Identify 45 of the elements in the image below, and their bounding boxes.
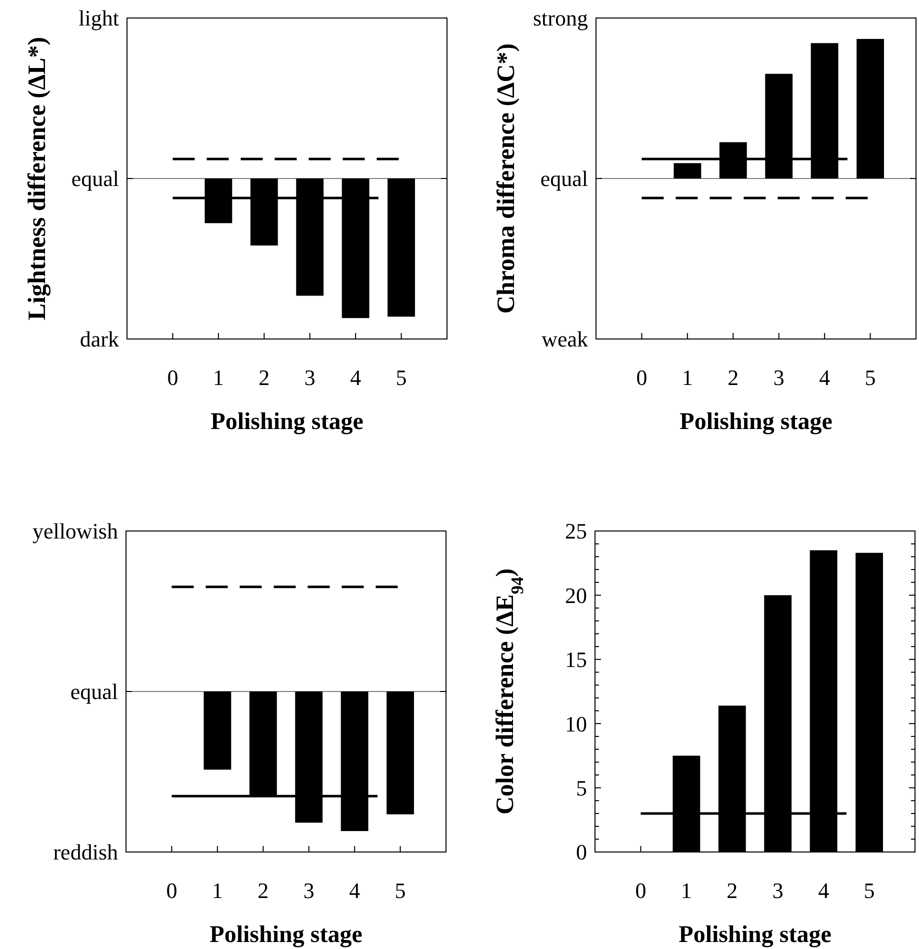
y-axis-title: Chroma difference (ΔC*): [493, 43, 520, 314]
x-tick-label: 2: [728, 365, 739, 390]
text: light: [78, 6, 119, 31]
text: strong: [533, 6, 588, 31]
x-tick-label: 5: [394, 878, 406, 903]
x-tick-label: 1: [212, 878, 223, 903]
x-tick-label: 4: [818, 878, 830, 903]
x-tick-label: 3: [304, 365, 316, 390]
y-tick-label: 5: [576, 776, 587, 800]
y-tick-label: 20: [565, 582, 587, 608]
x-axis-title: Polishing stage: [678, 922, 832, 948]
x-tick-label: 4: [349, 878, 360, 903]
x-tick-label: 0: [166, 878, 178, 903]
x-tick-label: 5: [864, 878, 875, 903]
text: yellowish: [32, 518, 118, 544]
x-tick-label: 4: [819, 365, 830, 390]
x-tick-label: 2: [258, 878, 269, 903]
y-tick-label: 15: [565, 647, 587, 672]
text: equal: [540, 166, 588, 192]
x-tick-label: 2: [726, 878, 738, 903]
text: reddish: [53, 840, 118, 865]
x-tick-label: 3: [773, 365, 784, 390]
x-tick-label: 4: [350, 365, 362, 390]
text: dark: [80, 326, 119, 352]
y-tick-label: 25: [565, 518, 587, 544]
x-axis-title: Polishing stage: [210, 409, 364, 435]
x-tick-label: 5: [396, 365, 407, 390]
x-tick-label: 1: [682, 365, 693, 390]
x-tick-label: 0: [635, 878, 646, 903]
x-tick-label: 3: [772, 878, 784, 903]
x-axis-title: Polishing stage: [210, 922, 363, 948]
text: equal: [71, 166, 119, 192]
text: weak: [542, 326, 588, 352]
x-tick-label: 1: [680, 878, 692, 903]
x-tick-label: 0: [167, 365, 178, 390]
y-axis-title: Lightness difference (ΔL*): [24, 36, 51, 320]
x-tick-label: 5: [864, 365, 876, 390]
x-tick-label: 1: [212, 365, 224, 390]
text: equal: [70, 679, 118, 704]
y-tick-label: 0: [576, 840, 587, 865]
x-axis-title: Polishing stage: [680, 409, 833, 435]
x-tick-label: 0: [636, 365, 648, 390]
x-tick-label: 3: [303, 878, 314, 903]
x-tick-label: 2: [258, 365, 270, 390]
y-tick-label: 10: [565, 711, 587, 736]
